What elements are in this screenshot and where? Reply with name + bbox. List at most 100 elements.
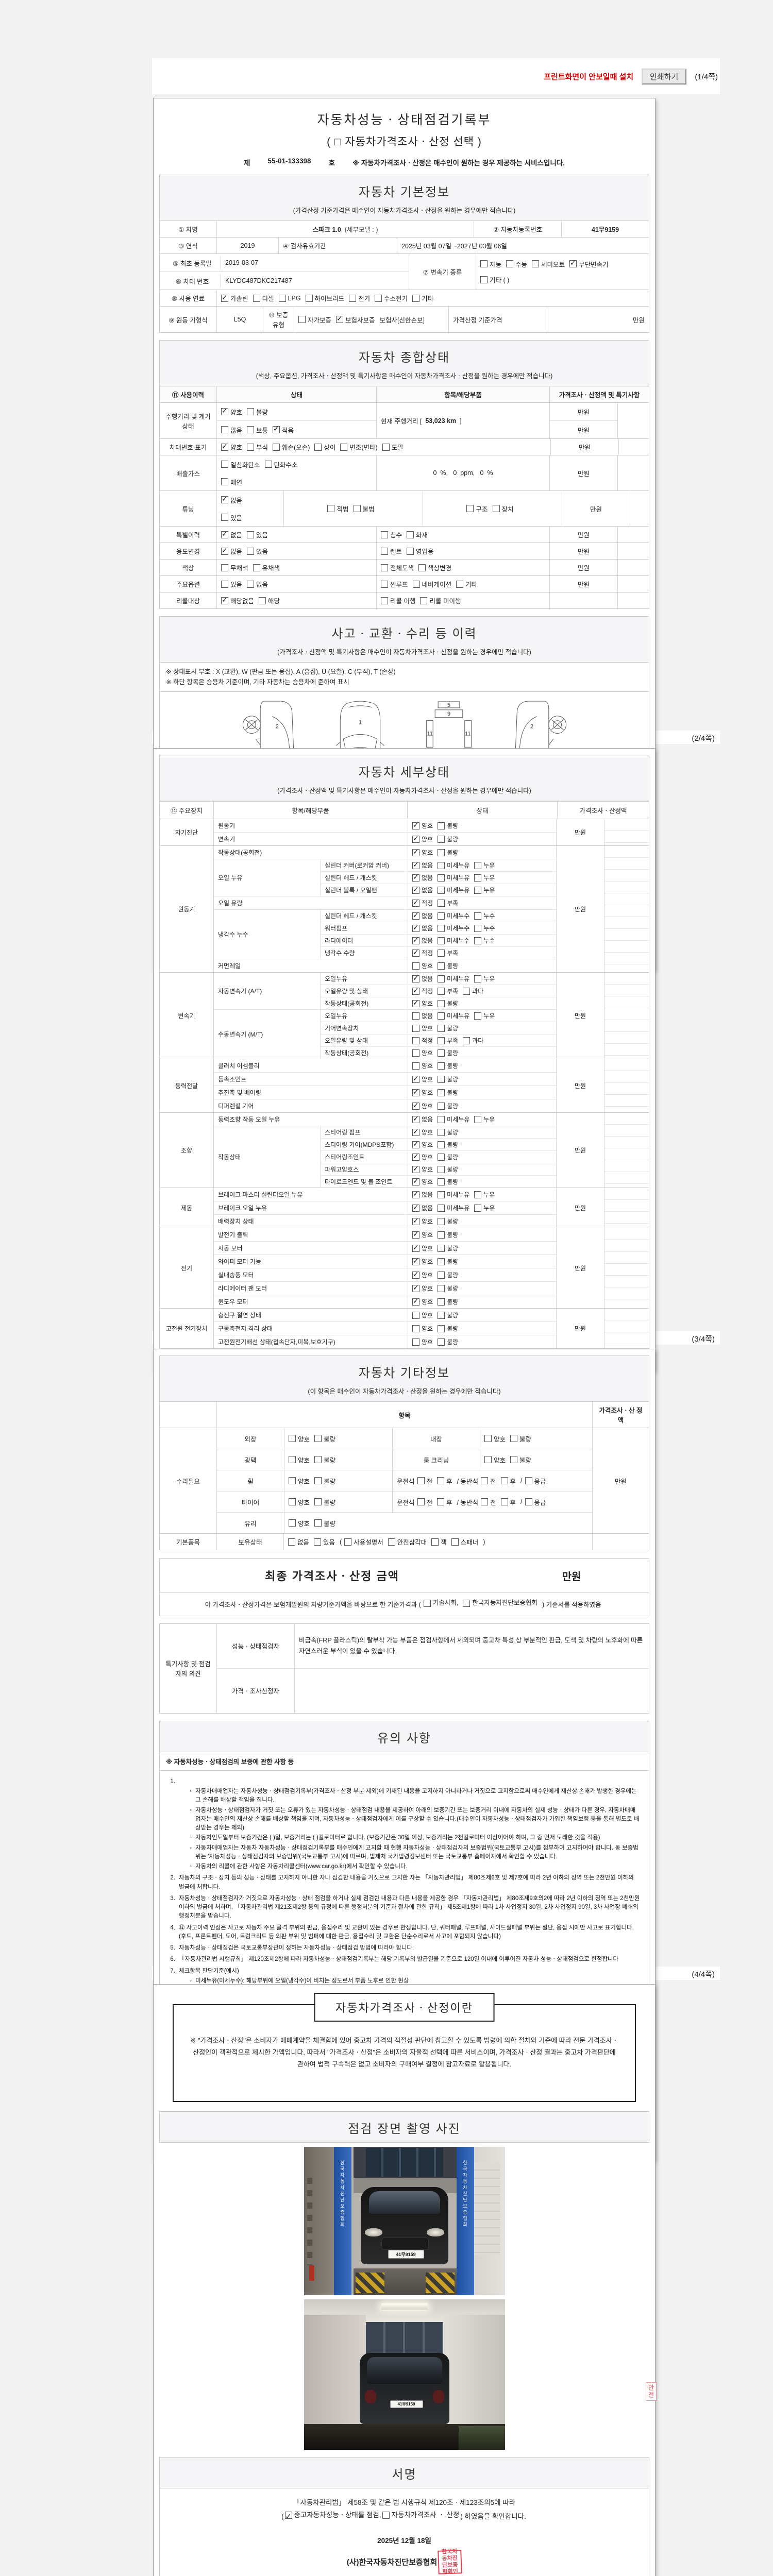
checkbox-option[interactable]: 상이 — [314, 442, 335, 452]
checkbox-option[interactable]: 해당 — [259, 596, 280, 605]
checkbox-option[interactable]: 누유 — [474, 861, 495, 870]
checkbox-option[interactable]: 미세누수 — [438, 936, 469, 945]
checkbox-option[interactable]: 없음 — [412, 1114, 433, 1124]
checkbox-option[interactable]: 누유 — [474, 886, 495, 894]
checkbox-option[interactable]: 양호 — [412, 1048, 433, 1057]
checkbox-option[interactable]: 훼손(오손) — [273, 442, 310, 452]
checkbox-option[interactable]: 미세누수 — [438, 911, 469, 920]
checkbox-option[interactable]: 누유 — [474, 1115, 495, 1124]
checkbox-option[interactable]: 하이브리드 — [305, 293, 344, 303]
checkbox-option[interactable]: LPG — [278, 294, 301, 302]
checkbox-option[interactable]: 중고자동차성능ㆍ상태를 점검, — [284, 2509, 381, 2523]
checkbox-option[interactable]: 없음 — [221, 546, 242, 556]
checkbox-option[interactable]: 불량 — [314, 1518, 335, 1528]
checkbox-option[interactable]: 없음 — [412, 1203, 433, 1212]
checkbox-option[interactable]: 누수 — [474, 924, 495, 933]
checkbox-option[interactable]: 불량 — [438, 1244, 458, 1252]
checkbox-option[interactable]: 양호 — [412, 1152, 433, 1161]
checkbox-option[interactable]: 응급 — [525, 1476, 546, 1486]
checkbox-option[interactable]: 불량 — [510, 1434, 531, 1444]
checkbox-option[interactable]: 있음 — [221, 579, 242, 589]
checkbox-option[interactable]: 불량 — [438, 1311, 458, 1319]
checkbox-option[interactable]: 양호 — [484, 1434, 506, 1444]
checkbox-option[interactable]: 수동 — [506, 259, 527, 269]
checkbox-option[interactable]: 많음 — [221, 425, 242, 435]
checkbox-option[interactable]: 전 — [417, 1476, 432, 1486]
checkbox-option[interactable]: 불량 — [438, 835, 458, 843]
checkbox-option[interactable]: 변조(변타) — [340, 442, 378, 452]
checkbox-option[interactable]: 누유 — [474, 1190, 495, 1199]
checkbox-option[interactable]: 구조 — [466, 504, 488, 514]
checkbox-option[interactable]: 부족 — [438, 1036, 458, 1045]
checkbox-option[interactable]: ( — [281, 2511, 284, 2523]
checkbox-option[interactable]: 양호 — [412, 1297, 433, 1306]
checkbox-option[interactable]: 불량 — [438, 1075, 458, 1083]
checkbox-option[interactable]: 적정 — [412, 948, 433, 957]
checkbox-option[interactable]: ) 하였음을 확인합니다. — [460, 2511, 526, 2523]
checkbox-option[interactable]: 전체도색 — [381, 563, 414, 572]
checkbox-option[interactable]: 후 — [500, 1476, 516, 1486]
checkbox-option[interactable]: 양호 — [289, 1518, 310, 1528]
checkbox-option[interactable]: 양호 — [221, 442, 242, 452]
checkbox-option[interactable]: 누유 — [474, 873, 495, 882]
checkbox-option[interactable]: 없음 — [412, 923, 433, 933]
checkbox-option[interactable]: 양호 — [221, 406, 242, 417]
checkbox-option[interactable]: 불량 — [438, 1048, 458, 1057]
checkbox-option[interactable]: 무단변속기 — [569, 259, 609, 269]
checkbox-option[interactable]: 누수 — [474, 936, 495, 945]
checkbox-option[interactable]: 양호 — [412, 1074, 433, 1083]
checkbox-option[interactable]: 불량 — [438, 1153, 458, 1161]
checkbox-option[interactable]: 불량 — [438, 1177, 458, 1186]
checkbox-option[interactable]: 세미오토 — [532, 259, 565, 269]
checkbox-option[interactable]: 누유 — [474, 1204, 495, 1212]
checkbox-option[interactable]: 불량 — [247, 407, 268, 417]
checkbox-option[interactable]: 적음 — [273, 425, 294, 435]
checkbox-option[interactable]: 양호 — [289, 1434, 310, 1444]
checkbox-option[interactable]: 불량 — [438, 1324, 458, 1333]
checkbox-option[interactable]: 없음 — [247, 579, 268, 589]
checkbox-option[interactable]: 미세누수 — [438, 924, 469, 933]
checkbox-option[interactable]: 불량 — [438, 1217, 458, 1226]
checkbox-option[interactable]: 불량 — [438, 821, 458, 830]
checkbox-option[interactable]: 불량 — [438, 1128, 458, 1137]
checkbox-option[interactable]: 자동차가격조사 ㆍ 산정 — [382, 2509, 459, 2521]
checkbox-option[interactable]: 양호 — [412, 1324, 433, 1333]
checkbox-option[interactable]: 양호 — [412, 821, 433, 830]
checkbox-option[interactable]: 없음 — [412, 1011, 433, 1020]
checkbox-option[interactable]: 양호 — [412, 848, 433, 857]
checkbox-option[interactable]: 리콜 이행 — [381, 596, 415, 605]
checkbox-option[interactable]: 양호 — [484, 1455, 506, 1465]
checkbox-option[interactable]: 불량 — [314, 1434, 335, 1444]
checkbox-option[interactable]: 없음 — [412, 873, 433, 882]
checkbox-option[interactable]: 한국자동차진단보증협회 — [463, 1598, 537, 1608]
checkbox-option[interactable]: 보험사[신한손보] — [380, 315, 425, 325]
checkbox-option[interactable]: 미세누유 — [438, 861, 469, 870]
checkbox-option[interactable]: 과다 — [463, 987, 483, 995]
checkbox-option[interactable]: 불량 — [438, 1165, 458, 1174]
checkbox-option[interactable]: 불량 — [510, 1455, 531, 1465]
checkbox-option[interactable]: 안전삼각대 — [388, 1537, 427, 1547]
checkbox-option[interactable]: 양호 — [412, 1024, 433, 1032]
checkbox-option[interactable]: 미세누유 — [438, 1115, 469, 1124]
checkbox-option[interactable]: 전기 — [349, 293, 370, 303]
checkbox-option[interactable]: 양호 — [412, 1088, 433, 1097]
checkbox-option[interactable]: 보통 — [247, 425, 268, 435]
checkbox-option[interactable]: 불량 — [438, 1297, 458, 1306]
checkbox-option[interactable]: 양호 — [412, 1337, 433, 1346]
checkbox-option[interactable]: 양호 — [412, 1257, 433, 1266]
checkbox-option[interactable]: 유채색 — [253, 563, 280, 572]
checkbox-option[interactable]: 전 — [417, 1497, 432, 1507]
checkbox-option[interactable]: 불량 — [438, 1230, 458, 1239]
checkbox-option[interactable]: 디젤 — [253, 293, 274, 303]
checkbox-option[interactable]: 일산화탄소 — [221, 460, 260, 469]
checkbox-option[interactable]: 양호 — [412, 1140, 433, 1149]
checkbox-option[interactable]: 잭 — [431, 1537, 447, 1547]
checkbox-option[interactable]: 네비게이션 — [412, 579, 451, 589]
checkbox-option[interactable]: 리콜 미이행 — [420, 596, 461, 605]
checkbox-option[interactable]: 적정 — [412, 898, 433, 907]
checkbox-option[interactable]: 매연 — [221, 477, 242, 487]
checkbox-option[interactable]: 양호 — [412, 1177, 433, 1186]
checkbox-option[interactable]: 스패너 — [451, 1537, 478, 1547]
checkbox-option[interactable]: 없음 — [412, 911, 433, 920]
checkbox-option[interactable]: 도말 — [382, 442, 404, 452]
